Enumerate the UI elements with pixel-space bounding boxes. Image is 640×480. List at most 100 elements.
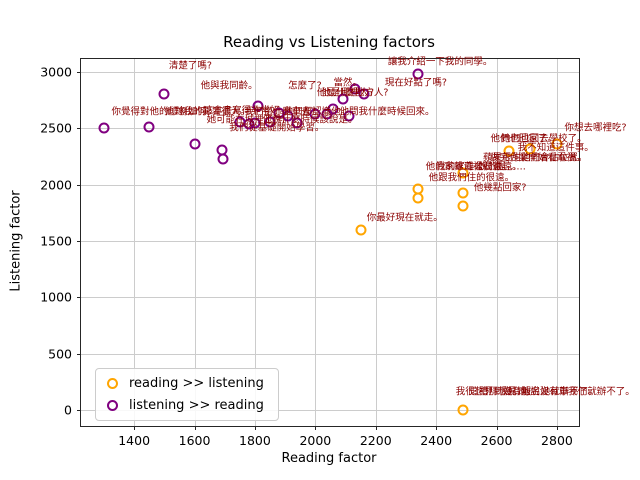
gridline-horizontal: [81, 409, 579, 411]
plot-area: 1400 1600 1800 2000 2200 2400 2600 2800 0 500 1000…: [40, 56, 635, 448]
annotation: 他是什麼地方人?: [316, 87, 389, 99]
y-tick-mark: [77, 353, 81, 355]
gridline-horizontal: [81, 297, 579, 299]
scatter-point-listening-reading: [217, 153, 229, 165]
y-tick-mark: [77, 240, 81, 242]
y-axis-label: Listening factor: [8, 190, 24, 292]
gridline-horizontal: [81, 71, 579, 73]
scatter-point-reading-listening: [412, 192, 424, 204]
scatter-point-listening-reading: [252, 100, 264, 112]
gridline-horizontal: [81, 184, 579, 186]
annotation: 你想去哪裡吃?: [564, 122, 627, 134]
scatter-point-reading-listening: [551, 138, 563, 150]
annotation: 這禮拜想見她。: [469, 386, 536, 398]
x-tick-mark: [134, 426, 136, 430]
gridline-vertical: [496, 59, 498, 426]
y-tick-mark: [77, 184, 81, 186]
x-tick-mark: [254, 426, 256, 430]
annotation: 我們從基礎開始學習。: [229, 122, 325, 134]
gridline-vertical: [556, 59, 558, 426]
annotation: 我不知道這件事。: [517, 142, 594, 154]
x-tick-label: 2000: [299, 433, 332, 448]
scatter-point-listening-reading: [349, 83, 361, 95]
scatter-point-listening-reading: [412, 68, 424, 80]
y-tick-mark: [77, 297, 81, 299]
scatter-point-reading-listening: [355, 224, 367, 236]
annotation: 我的家離公司很遠。: [436, 161, 522, 173]
annotation: 他們會佔位置。: [520, 152, 588, 164]
x-tick-label: 2400: [420, 433, 453, 448]
scatter-point-reading-listening: [457, 187, 469, 199]
y-tick-label: 2000: [40, 177, 72, 193]
x-tick-mark: [436, 426, 438, 430]
scatter-point-listening-reading: [343, 110, 355, 122]
y-tick-label: 500: [48, 346, 72, 362]
scatter-point-listening-reading: [98, 122, 110, 134]
y-tick-label: 1000: [40, 289, 72, 305]
gridline-vertical: [134, 59, 136, 426]
annotation: 現在好點了嗎?: [384, 77, 447, 89]
annotation: 他的家離這裡很遠。: [425, 161, 512, 173]
annotation: 你覺得對他的印象如何?: [111, 106, 212, 118]
annotation: 說的是……: [478, 161, 526, 173]
x-tick-mark: [496, 426, 498, 430]
annotation: 他對我的影響很大。: [164, 106, 250, 118]
annotation: 她可能在城裡工作。: [206, 114, 293, 126]
annotation: 你最好現在就走。: [366, 212, 443, 224]
x-tick-mark: [375, 426, 377, 430]
scatter-point-listening-reading: [358, 88, 370, 100]
x-tick-mark: [556, 426, 558, 430]
legend-label: reading >> listening: [129, 376, 264, 391]
scatter-point-listening-reading: [189, 138, 201, 150]
legend: reading >> listening listening >> reading: [95, 368, 279, 421]
x-tick-label: 1600: [178, 433, 211, 448]
annotation: 清楚了嗎?: [168, 60, 212, 72]
y-tick-mark: [77, 71, 81, 73]
legend-marker-icon: [107, 400, 118, 411]
x-tick-mark: [315, 426, 317, 430]
scatter-point-reading-listening: [457, 200, 469, 212]
y-tick-label: 0: [64, 402, 72, 418]
legend-marker-icon: [107, 378, 118, 389]
annotation: 做完作業開始看電視。: [490, 152, 586, 164]
y-tick-mark: [77, 128, 81, 130]
legend-label: listening >> reading: [129, 398, 264, 413]
gridline-vertical: [194, 59, 196, 426]
legend-item: reading >> listening: [107, 376, 264, 391]
y-tick-mark: [77, 409, 81, 411]
scatter-point-listening-reading: [282, 110, 294, 122]
gridline-vertical: [375, 59, 377, 426]
annotation: 他們也回家了。: [490, 133, 558, 145]
x-tick-label: 1400: [118, 433, 151, 448]
scatter-point-reading-listening: [503, 145, 515, 157]
annotation: 他是哪裡人?: [321, 88, 374, 100]
y-tick-label: 2500: [40, 120, 72, 136]
annotation: 他說什麼時候該說是。: [262, 114, 358, 126]
annotation: 沒有報名她就辦不了。: [502, 386, 598, 398]
scatter-point-listening-reading: [309, 108, 321, 120]
annotation: 他們都認識他。: [283, 106, 351, 118]
annotation: 他問我什麼時候回來。: [339, 106, 435, 118]
gridline-horizontal: [81, 353, 579, 355]
annotation: 蘋果很甜。: [482, 152, 531, 164]
chart-title: Reading vs Listening factors: [223, 33, 435, 51]
annotation: 這本書寫得非常好。: [203, 105, 290, 117]
scatter-point-listening-reading: [143, 121, 155, 133]
x-tick-label: 1800: [239, 433, 271, 448]
scatter-point-listening-reading: [337, 93, 349, 105]
scatter-point-listening-reading: [249, 117, 261, 129]
annotation: 我們坐什麼車去?: [244, 106, 316, 118]
x-tick-label: 2800: [541, 433, 573, 448]
annotation: 我很想見到她。: [455, 386, 523, 398]
scatter-point-listening-reading: [264, 116, 276, 128]
y-tick-label: 1500: [40, 233, 72, 249]
annotation: 當然。: [333, 77, 362, 89]
annotation: 他跟我們住的很遠。: [428, 172, 515, 184]
gridline-horizontal: [81, 128, 579, 130]
gridline-vertical: [315, 59, 317, 426]
annotation: 讓我介紹一下我的同學。: [387, 56, 493, 68]
annotation: 她們也回去學校了。: [501, 133, 587, 145]
annotation: 怎麼了?: [288, 80, 322, 92]
scatter-point-listening-reading: [158, 88, 170, 100]
